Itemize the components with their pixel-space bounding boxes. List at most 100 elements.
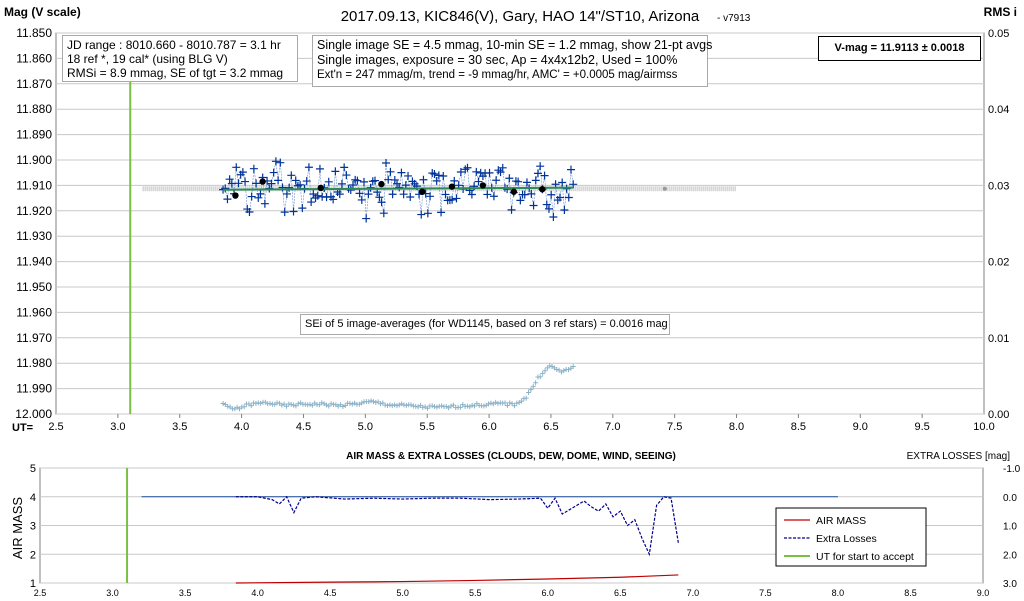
single-image-point bbox=[287, 171, 296, 180]
rms-point bbox=[507, 400, 513, 406]
legend-label: AIR MASS bbox=[816, 515, 866, 527]
top-x-tick-label: 5.5 bbox=[420, 421, 435, 433]
rms-point bbox=[394, 403, 400, 409]
rms-point bbox=[481, 403, 487, 409]
top-x-tick-label: 2.5 bbox=[48, 421, 63, 433]
average-point bbox=[419, 188, 426, 195]
average-point bbox=[448, 183, 456, 190]
top-y-tick-label: 11.870 bbox=[16, 77, 52, 91]
rms-point bbox=[370, 399, 376, 405]
bottom-right-tick-label: 3.0 bbox=[1003, 579, 1017, 590]
single-image-point bbox=[399, 190, 408, 199]
top-ylabel-right: RMS i bbox=[984, 5, 1017, 19]
single-image-point bbox=[304, 163, 313, 172]
top-x-tick-label: 4.0 bbox=[234, 421, 249, 433]
top-y-tick-label: 11.960 bbox=[16, 305, 52, 319]
top-right-tick-label: 0.02 bbox=[988, 257, 1009, 269]
single-image-point bbox=[452, 194, 461, 203]
bottom-x-tick-label: 6.5 bbox=[614, 588, 627, 598]
single-image-point bbox=[315, 164, 324, 173]
rms-point bbox=[241, 404, 247, 410]
single-image-point bbox=[324, 177, 333, 186]
top-y-tick-label: 11.880 bbox=[16, 102, 52, 116]
top-y-tick-label: 11.980 bbox=[16, 356, 52, 370]
single-image-point bbox=[514, 177, 523, 186]
single-image-point bbox=[271, 157, 280, 166]
rms-point bbox=[220, 401, 226, 407]
rms-point bbox=[385, 402, 391, 408]
top-x-tick-label: 9.0 bbox=[853, 421, 868, 433]
single-image-point bbox=[417, 210, 426, 219]
rms-point bbox=[540, 370, 546, 376]
rms-point bbox=[359, 400, 365, 406]
single-image-point bbox=[503, 185, 512, 194]
rms-point bbox=[528, 387, 534, 393]
legend-label: UT for start to accept bbox=[816, 551, 914, 563]
top-x-tick-label: 8.0 bbox=[729, 421, 744, 433]
average-point bbox=[232, 192, 239, 199]
single-image-point bbox=[370, 176, 379, 185]
top-y-tick-label: 11.850 bbox=[16, 26, 52, 40]
rms-point bbox=[439, 403, 445, 409]
rms-point bbox=[502, 400, 508, 406]
single-image-point bbox=[331, 167, 340, 176]
single-image-point bbox=[348, 180, 357, 189]
single-image-point bbox=[289, 207, 298, 216]
top-plot-area bbox=[55, 32, 985, 415]
average-point bbox=[378, 180, 385, 188]
legend-label: Extra Losses bbox=[816, 533, 877, 545]
top-y-tick-label: 11.860 bbox=[16, 51, 52, 65]
single-image-point bbox=[337, 179, 346, 188]
single-image-point bbox=[247, 192, 256, 201]
rms-point bbox=[542, 368, 548, 374]
single-image-point bbox=[536, 162, 545, 171]
rms-point bbox=[537, 374, 543, 380]
single-image-point bbox=[569, 180, 578, 189]
rms-point bbox=[366, 399, 372, 405]
bottom-title: AIR MASS & EXTRA LOSSES (CLOUDS, DEW, DO… bbox=[346, 451, 676, 462]
single-image-point bbox=[335, 190, 344, 199]
single-image-point bbox=[542, 200, 551, 209]
vmag-value: V-mag = 11.9113 ± 0.0018 bbox=[834, 42, 965, 54]
top-x-tick-label: 6.5 bbox=[543, 421, 558, 433]
top-x-tick-label: 4.5 bbox=[296, 421, 311, 433]
single-image-point bbox=[448, 195, 457, 204]
single-image-point bbox=[505, 174, 514, 183]
single-images-line bbox=[222, 161, 574, 219]
single-image-point bbox=[472, 167, 481, 176]
rms-point bbox=[464, 403, 470, 409]
single-image-point bbox=[498, 163, 507, 172]
single-image-point bbox=[419, 175, 428, 184]
top-y-tick-label: 11.910 bbox=[16, 178, 52, 192]
single-image-point bbox=[441, 190, 450, 199]
single-image-point bbox=[353, 176, 362, 185]
rms-point bbox=[469, 402, 475, 408]
single-image-point bbox=[342, 171, 351, 180]
rms-point bbox=[399, 401, 405, 407]
single-image-point bbox=[531, 176, 540, 185]
single-image-point bbox=[522, 178, 531, 187]
single-image-point bbox=[355, 189, 364, 198]
rms-point bbox=[281, 401, 287, 407]
bottom-y-tick-label: 1 bbox=[30, 578, 36, 590]
rms-point bbox=[283, 403, 289, 409]
bottom-right-tick-label: -1.0 bbox=[1003, 464, 1021, 475]
top-x-tick-label: 7.5 bbox=[667, 421, 682, 433]
single-image-point bbox=[249, 164, 258, 173]
top-x-tick-label: 7.0 bbox=[605, 421, 620, 433]
bottom-right-tick-label: 0.0 bbox=[1003, 493, 1017, 504]
single-image-point bbox=[285, 183, 294, 192]
top-y-tick-label: 11.920 bbox=[16, 204, 52, 218]
single-image-point bbox=[298, 204, 307, 213]
rms-point bbox=[519, 398, 525, 404]
top-x-tick-label: 10.0 bbox=[973, 421, 994, 433]
sei-text: SEi of 5 image-averages (for WD1145, bas… bbox=[305, 318, 668, 330]
rms-point bbox=[472, 403, 478, 409]
rms-point bbox=[328, 401, 334, 407]
single-image-point bbox=[364, 190, 373, 199]
info-rmsi: RMSi = 8.9 mmag, SE of tgt = 3.2 mmag bbox=[67, 66, 284, 80]
bottom-x-tick-label: 7.5 bbox=[759, 588, 772, 598]
top-y-tick-label: 12.000 bbox=[15, 407, 52, 421]
single-image-point bbox=[302, 177, 311, 186]
airmass-line bbox=[235, 574, 679, 584]
